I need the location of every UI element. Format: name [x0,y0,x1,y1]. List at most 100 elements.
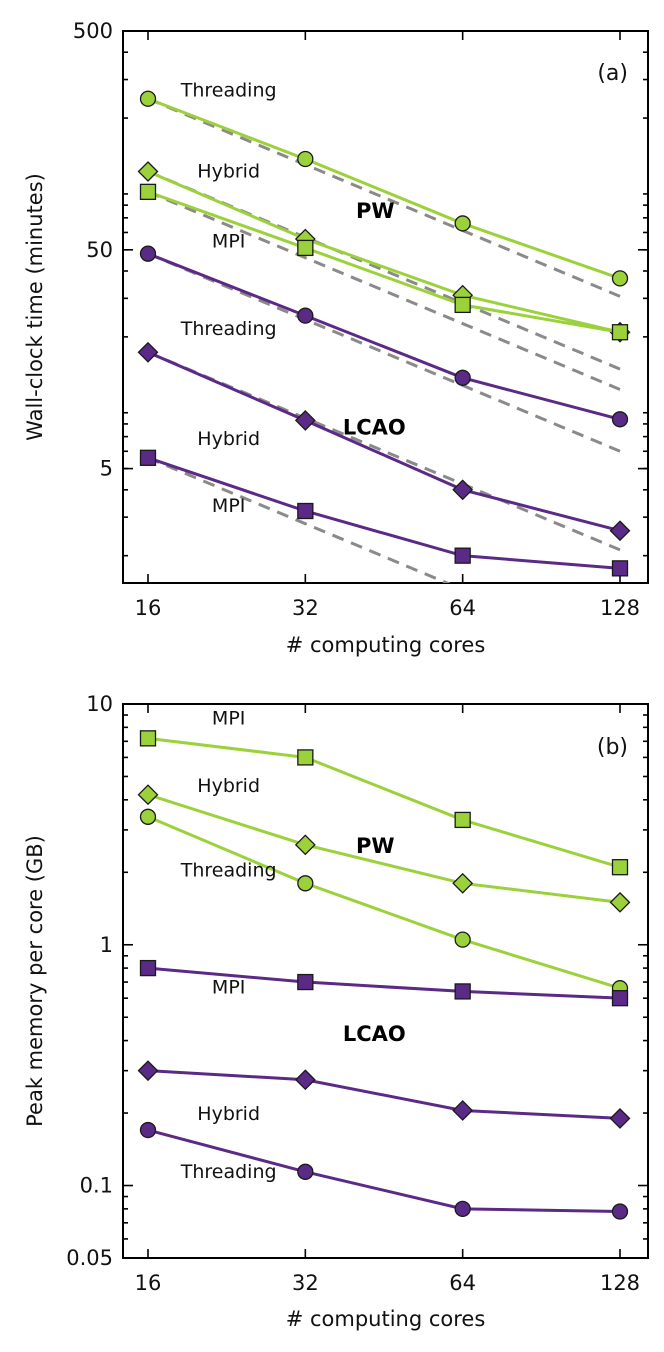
series-label: Hybrid [197,428,260,450]
ideal-scaling-line [147,190,621,391]
x-tick-label: 64 [449,596,476,620]
y-tick-label: 10 [86,692,113,716]
plot-area [137,90,631,583]
data-point-circle [139,245,157,262]
data-point-square [297,502,314,520]
panel-b-peak-memory: 16 32 64 128 10 1 0.1 0.05 # computing cores Peak… [23,692,649,1331]
data-point-circle [297,150,314,168]
group-label-lcao: LCAO [343,1022,406,1046]
data-point-square [611,560,629,577]
data-point-circle [454,369,471,386]
series-pw-threading [139,90,629,287]
x-tick-label: 32 [292,596,319,620]
data-point-square [139,183,157,201]
panel-label: (b) [597,735,628,760]
data-point-square [454,547,471,564]
data-point-square [139,959,157,977]
data-point-circle [454,215,471,232]
data-point-circle [454,931,471,948]
series-line [147,252,621,421]
data-point-square [139,730,157,747]
data-point-diamond [609,891,631,913]
x-axis-title: # computing cores [286,633,486,657]
data-point-square [454,811,471,829]
data-point-circle [611,270,629,287]
series-line [147,456,621,570]
data-point-diamond [609,520,631,542]
data-point-square [139,449,157,466]
data-point-diamond [294,834,316,856]
data-point-circle [611,411,629,428]
x-tick-label: 128 [600,596,640,620]
x-tick-label: 32 [292,1271,319,1295]
x-axis-title: # computing cores [286,1307,486,1331]
data-point-circle [297,875,314,892]
series-label: Threading [180,80,277,102]
series-line [147,966,621,1000]
series-lcao-threading [139,1121,629,1220]
data-point-square [297,239,314,257]
series-label: Threading [180,1161,277,1183]
x-tick-label: 128 [600,1271,640,1295]
data-point-diamond [137,161,159,182]
y-tick-label: 50 [86,238,113,262]
series-pw-mpi [139,183,629,341]
data-point-circle [454,1200,471,1218]
axes-frame [122,703,649,1259]
x-tick-label: 16 [135,596,162,620]
ideal-scaling-line [147,97,621,298]
data-point-circle [611,1203,629,1220]
series-line [147,170,621,334]
data-point-square [611,859,629,876]
y-tick-label: 0.1 [80,1174,113,1198]
data-point-square [297,973,314,991]
series-line [147,1069,621,1120]
series-label: MPI [212,977,245,999]
data-point-diamond [609,1107,631,1129]
data-point-square [454,983,471,1000]
series-label: Threading [180,860,277,882]
group-label-pw: PW [356,834,395,858]
series-label: Hybrid [197,161,260,183]
series-label: Hybrid [197,1103,260,1125]
data-point-diamond [452,1100,474,1121]
series-pw-mpi [139,730,629,876]
panel-label: (a) [597,61,628,86]
series-lcao-hybrid [137,341,631,542]
data-point-square [454,296,471,314]
data-point-circle [297,1163,314,1180]
data-point-circle [139,1121,157,1139]
plot-area [137,730,631,1220]
group-label-lcao: LCAO [343,415,406,439]
y-axis-title: Wall-clock time (minutes) [23,173,47,441]
data-point-diamond [452,479,474,501]
series-lcao-threading [139,245,629,428]
ideal-scaling-line [147,252,621,453]
series-pw-hybrid [137,784,631,913]
series-label: MPI [212,707,245,729]
axes-frame [122,30,649,584]
series-lcao-mpi [139,449,629,577]
series-lcao-hybrid [137,1060,631,1129]
data-point-diamond [452,872,474,894]
series-line [147,350,621,533]
data-point-diamond [137,1060,159,1082]
series-line [147,815,621,990]
series-line [147,793,621,904]
series-lcao-mpi [139,959,629,1007]
series-label: Hybrid [197,775,260,797]
y-tick-label: 500 [73,19,113,43]
panel-a-wall-clock-time: 16 32 64 128 500 50 5 # computing cores Wall-clo… [23,19,649,657]
x-tick-label: 16 [135,1271,162,1295]
series-line [147,190,621,334]
data-point-square [611,324,629,341]
data-point-diamond [294,410,316,431]
y-tick-label: 5 [100,457,113,481]
y-tick-label: 1 [100,933,113,957]
data-point-circle [139,90,157,107]
data-point-diamond [137,784,159,806]
y-axis-title: Peak memory per core (GB) [23,835,47,1127]
y-tick-label: 0.05 [66,1246,113,1270]
x-tick-label: 64 [449,1271,476,1295]
